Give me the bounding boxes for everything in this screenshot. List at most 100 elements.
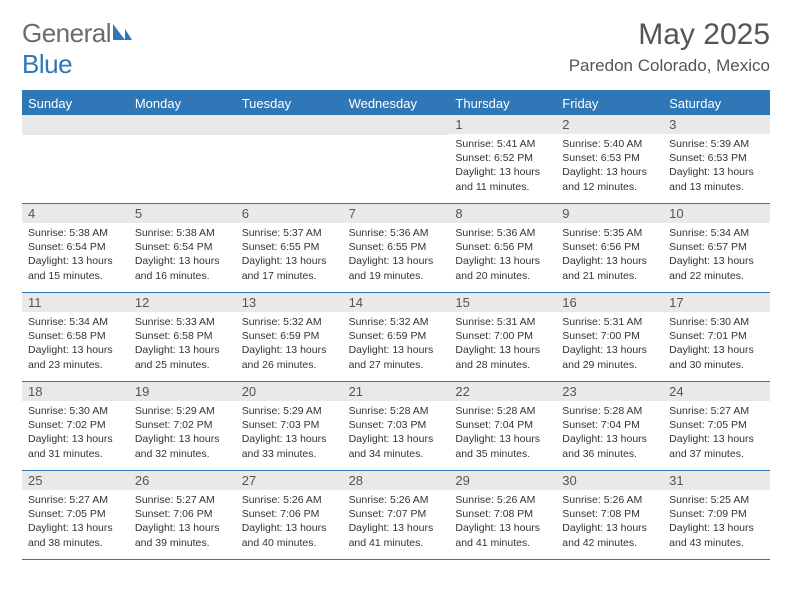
day-number: 26 bbox=[129, 471, 236, 490]
sunrise-text: Sunrise: 5:32 AM bbox=[349, 315, 444, 329]
daylight-text: Daylight: 13 hours and 28 minutes. bbox=[455, 343, 550, 371]
day-cell bbox=[22, 115, 129, 203]
day-info: Sunrise: 5:32 AMSunset: 6:59 PMDaylight:… bbox=[343, 312, 450, 378]
sunrise-text: Sunrise: 5:39 AM bbox=[669, 137, 764, 151]
sunset-text: Sunset: 7:05 PM bbox=[28, 507, 123, 521]
day-info: Sunrise: 5:29 AMSunset: 7:03 PMDaylight:… bbox=[236, 401, 343, 467]
sunset-text: Sunset: 6:54 PM bbox=[135, 240, 230, 254]
day-info: Sunrise: 5:26 AMSunset: 7:06 PMDaylight:… bbox=[236, 490, 343, 556]
day-cell: 19Sunrise: 5:29 AMSunset: 7:02 PMDayligh… bbox=[129, 382, 236, 470]
sunrise-text: Sunrise: 5:26 AM bbox=[349, 493, 444, 507]
sunrise-text: Sunrise: 5:27 AM bbox=[28, 493, 123, 507]
day-number bbox=[22, 115, 129, 135]
day-info: Sunrise: 5:35 AMSunset: 6:56 PMDaylight:… bbox=[556, 223, 663, 289]
sunrise-text: Sunrise: 5:29 AM bbox=[242, 404, 337, 418]
day-cell: 25Sunrise: 5:27 AMSunset: 7:05 PMDayligh… bbox=[22, 471, 129, 559]
day-number bbox=[236, 115, 343, 135]
day-info: Sunrise: 5:36 AMSunset: 6:56 PMDaylight:… bbox=[449, 223, 556, 289]
daylight-text: Daylight: 13 hours and 31 minutes. bbox=[28, 432, 123, 460]
daylight-text: Daylight: 13 hours and 30 minutes. bbox=[669, 343, 764, 371]
day-number bbox=[129, 115, 236, 135]
sunset-text: Sunset: 7:02 PM bbox=[135, 418, 230, 432]
daylight-text: Daylight: 13 hours and 39 minutes. bbox=[135, 521, 230, 549]
sunset-text: Sunset: 6:58 PM bbox=[135, 329, 230, 343]
daylight-text: Daylight: 13 hours and 41 minutes. bbox=[349, 521, 444, 549]
day-cell: 30Sunrise: 5:26 AMSunset: 7:08 PMDayligh… bbox=[556, 471, 663, 559]
sail-icon bbox=[111, 18, 133, 49]
sunrise-text: Sunrise: 5:37 AM bbox=[242, 226, 337, 240]
day-number: 20 bbox=[236, 382, 343, 401]
daylight-text: Daylight: 13 hours and 33 minutes. bbox=[242, 432, 337, 460]
day-cell: 14Sunrise: 5:32 AMSunset: 6:59 PMDayligh… bbox=[343, 293, 450, 381]
day-info: Sunrise: 5:26 AMSunset: 7:08 PMDaylight:… bbox=[449, 490, 556, 556]
daylight-text: Daylight: 13 hours and 34 minutes. bbox=[349, 432, 444, 460]
day-cell: 20Sunrise: 5:29 AMSunset: 7:03 PMDayligh… bbox=[236, 382, 343, 470]
sunrise-text: Sunrise: 5:27 AM bbox=[669, 404, 764, 418]
day-cell: 28Sunrise: 5:26 AMSunset: 7:07 PMDayligh… bbox=[343, 471, 450, 559]
daylight-text: Daylight: 13 hours and 15 minutes. bbox=[28, 254, 123, 282]
day-cell: 23Sunrise: 5:28 AMSunset: 7:04 PMDayligh… bbox=[556, 382, 663, 470]
daylight-text: Daylight: 13 hours and 40 minutes. bbox=[242, 521, 337, 549]
day-number: 4 bbox=[22, 204, 129, 223]
logo: GeneralBlue bbox=[22, 18, 133, 80]
day-cell: 22Sunrise: 5:28 AMSunset: 7:04 PMDayligh… bbox=[449, 382, 556, 470]
sunrise-text: Sunrise: 5:31 AM bbox=[455, 315, 550, 329]
sunset-text: Sunset: 6:54 PM bbox=[28, 240, 123, 254]
daylight-text: Daylight: 13 hours and 36 minutes. bbox=[562, 432, 657, 460]
day-number: 24 bbox=[663, 382, 770, 401]
sunset-text: Sunset: 7:06 PM bbox=[135, 507, 230, 521]
logo-text: GeneralBlue bbox=[22, 18, 133, 80]
day-info: Sunrise: 5:31 AMSunset: 7:00 PMDaylight:… bbox=[449, 312, 556, 378]
sunset-text: Sunset: 6:57 PM bbox=[669, 240, 764, 254]
day-header: Monday bbox=[129, 92, 236, 115]
sunrise-text: Sunrise: 5:35 AM bbox=[562, 226, 657, 240]
daylight-text: Daylight: 13 hours and 19 minutes. bbox=[349, 254, 444, 282]
sunset-text: Sunset: 7:09 PM bbox=[669, 507, 764, 521]
day-header: Friday bbox=[556, 92, 663, 115]
day-number: 22 bbox=[449, 382, 556, 401]
sunset-text: Sunset: 7:01 PM bbox=[669, 329, 764, 343]
daylight-text: Daylight: 13 hours and 32 minutes. bbox=[135, 432, 230, 460]
day-number: 6 bbox=[236, 204, 343, 223]
sunset-text: Sunset: 7:03 PM bbox=[242, 418, 337, 432]
sunrise-text: Sunrise: 5:40 AM bbox=[562, 137, 657, 151]
daylight-text: Daylight: 13 hours and 11 minutes. bbox=[455, 165, 550, 193]
sunrise-text: Sunrise: 5:34 AM bbox=[669, 226, 764, 240]
logo-part1: General bbox=[22, 18, 111, 48]
week-row: 4Sunrise: 5:38 AMSunset: 6:54 PMDaylight… bbox=[22, 204, 770, 293]
day-number: 3 bbox=[663, 115, 770, 134]
day-info: Sunrise: 5:27 AMSunset: 7:05 PMDaylight:… bbox=[663, 401, 770, 467]
day-number: 15 bbox=[449, 293, 556, 312]
day-info: Sunrise: 5:28 AMSunset: 7:04 PMDaylight:… bbox=[556, 401, 663, 467]
sunset-text: Sunset: 7:04 PM bbox=[562, 418, 657, 432]
sunset-text: Sunset: 6:58 PM bbox=[28, 329, 123, 343]
day-info: Sunrise: 5:28 AMSunset: 7:03 PMDaylight:… bbox=[343, 401, 450, 467]
sunset-text: Sunset: 6:56 PM bbox=[455, 240, 550, 254]
daylight-text: Daylight: 13 hours and 38 minutes. bbox=[28, 521, 123, 549]
day-cell: 12Sunrise: 5:33 AMSunset: 6:58 PMDayligh… bbox=[129, 293, 236, 381]
sunrise-text: Sunrise: 5:25 AM bbox=[669, 493, 764, 507]
day-cell bbox=[343, 115, 450, 203]
day-number: 21 bbox=[343, 382, 450, 401]
day-number: 13 bbox=[236, 293, 343, 312]
day-cell: 21Sunrise: 5:28 AMSunset: 7:03 PMDayligh… bbox=[343, 382, 450, 470]
day-header: Wednesday bbox=[343, 92, 450, 115]
week-row: 18Sunrise: 5:30 AMSunset: 7:02 PMDayligh… bbox=[22, 382, 770, 471]
day-cell: 7Sunrise: 5:36 AMSunset: 6:55 PMDaylight… bbox=[343, 204, 450, 292]
sunrise-text: Sunrise: 5:26 AM bbox=[562, 493, 657, 507]
sunset-text: Sunset: 6:53 PM bbox=[669, 151, 764, 165]
day-cell: 13Sunrise: 5:32 AMSunset: 6:59 PMDayligh… bbox=[236, 293, 343, 381]
day-number: 14 bbox=[343, 293, 450, 312]
day-info: Sunrise: 5:31 AMSunset: 7:00 PMDaylight:… bbox=[556, 312, 663, 378]
day-info: Sunrise: 5:27 AMSunset: 7:06 PMDaylight:… bbox=[129, 490, 236, 556]
sunrise-text: Sunrise: 5:33 AM bbox=[135, 315, 230, 329]
day-info: Sunrise: 5:29 AMSunset: 7:02 PMDaylight:… bbox=[129, 401, 236, 467]
day-cell: 6Sunrise: 5:37 AMSunset: 6:55 PMDaylight… bbox=[236, 204, 343, 292]
day-cell: 17Sunrise: 5:30 AMSunset: 7:01 PMDayligh… bbox=[663, 293, 770, 381]
sunrise-text: Sunrise: 5:31 AM bbox=[562, 315, 657, 329]
daylight-text: Daylight: 13 hours and 25 minutes. bbox=[135, 343, 230, 371]
daylight-text: Daylight: 13 hours and 22 minutes. bbox=[669, 254, 764, 282]
day-number: 30 bbox=[556, 471, 663, 490]
sunrise-text: Sunrise: 5:41 AM bbox=[455, 137, 550, 151]
title-block: May 2025 Paredon Colorado, Mexico bbox=[569, 18, 770, 76]
